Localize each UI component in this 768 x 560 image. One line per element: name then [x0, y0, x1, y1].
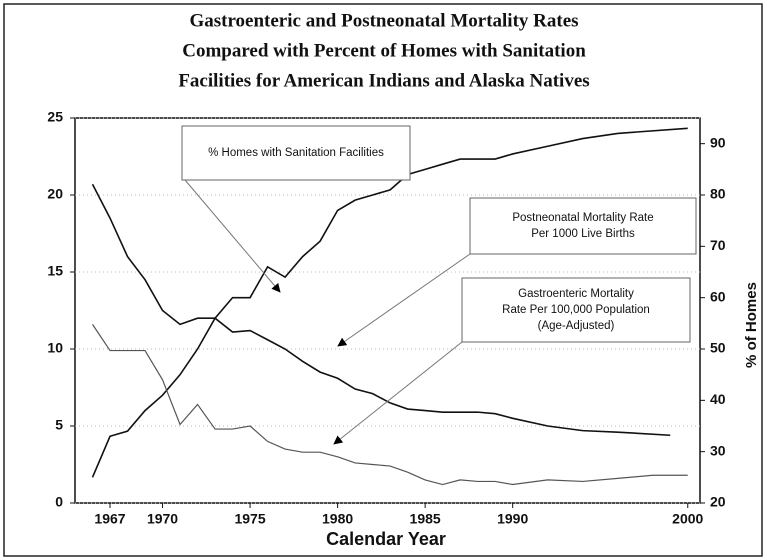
frame: [3, 3, 763, 557]
x-tick-label: 1975: [234, 511, 265, 527]
series-line: [91, 127, 688, 478]
annotation-text: Rate Per 100,000 Population: [502, 304, 650, 316]
y2-tick-label: 60: [710, 288, 726, 304]
y2-tick-label: 80: [710, 186, 726, 202]
annotation-arrow: [337, 253, 471, 347]
chart-title: Facilities for American Indians and Alas…: [178, 70, 589, 91]
annotation-box: [181, 125, 411, 181]
x-tick-label: 1990: [497, 511, 528, 527]
series-line: [92, 324, 688, 486]
y2-tick-label: 20: [710, 494, 726, 510]
x-axis-label: Calendar Year: [326, 529, 446, 549]
series-line: [91, 183, 671, 437]
y-tick-label: 15: [47, 263, 63, 279]
annotation-arrow: [184, 179, 281, 293]
annotation-text: Gastroenteric Mortality: [518, 288, 634, 300]
y2-tick-label: 90: [710, 134, 726, 150]
chart-title: Compared with Percent of Homes with Sani…: [182, 40, 586, 61]
y-tick-label: 5: [55, 417, 63, 433]
x-tick-label: 1970: [147, 511, 178, 527]
y-tick-label: 0: [55, 494, 63, 510]
annotation-box: [461, 277, 691, 343]
y-tick-label: 20: [47, 186, 63, 202]
x-tick-label: 1980: [322, 511, 353, 527]
annotation-text: (Age-Adjusted): [538, 320, 615, 332]
y2-tick-label: 50: [710, 340, 726, 356]
annotation-arrow: [333, 341, 463, 445]
y2-tick-label: 70: [710, 237, 726, 253]
x-tick-label: 2000: [672, 511, 703, 527]
x-tick-label: 1967: [94, 511, 125, 527]
y2-tick-label: 30: [710, 442, 726, 458]
chart-title: Gastroenteric and Postneonatal Mortality…: [189, 10, 578, 31]
annotation-box: [469, 197, 697, 255]
annotation-text: % Homes with Sanitation Facilities: [208, 147, 384, 159]
y-tick-label: 25: [47, 109, 63, 125]
y-tick-label: 10: [47, 340, 63, 356]
x-tick-label: 1985: [410, 511, 441, 527]
y2-axis-label: % of Homes: [743, 282, 760, 368]
y2-tick-label: 40: [710, 391, 726, 407]
annotation-text: Postneonatal Mortality Rate: [512, 212, 653, 224]
annotation-text: Per 1000 Live Births: [531, 228, 635, 240]
